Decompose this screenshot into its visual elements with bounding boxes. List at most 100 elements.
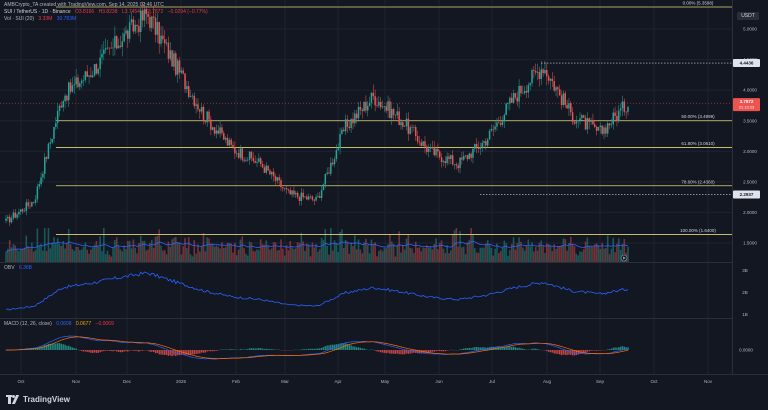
macd-histogram-bar (564, 350, 566, 355)
candle-body (243, 159, 245, 161)
volume-bar (616, 243, 618, 262)
volume-bar (278, 249, 280, 262)
macd-histogram-bar (618, 347, 620, 350)
volume-bar (32, 251, 35, 262)
volume-bar (224, 247, 227, 262)
volume-bar (254, 251, 256, 262)
candle-body (12, 212, 15, 219)
candle-body (592, 120, 594, 125)
macd-histogram-bar (309, 348, 312, 350)
volume-bar (390, 241, 393, 262)
macd-histogram-bar (407, 350, 410, 354)
candle-body (573, 122, 576, 124)
volume-bar (597, 245, 600, 262)
candle-body (217, 130, 220, 134)
volume-bar (7, 248, 9, 262)
candle-body (125, 30, 127, 34)
volume-bar (501, 247, 504, 262)
macd-histogram-bar (162, 350, 164, 355)
volume-bar (610, 248, 613, 262)
macd-histogram-bar (512, 346, 515, 350)
volume-bar (461, 247, 463, 262)
macd-histogram-bar (577, 350, 579, 355)
volume-bar (540, 240, 543, 262)
macd-legend[interactable]: MACD (12, 26, close) 0.0608 0.0677 −0.00… (4, 321, 117, 327)
candle-body (414, 127, 417, 136)
volume-bar (374, 242, 376, 262)
macd-histogram-bar (559, 350, 561, 355)
macd-histogram-bar (245, 349, 247, 350)
volume-bar (521, 247, 524, 262)
candle-body (319, 196, 321, 198)
macd-histogram-bar (191, 350, 194, 355)
ohlc-close: C3.7872 (144, 9, 164, 15)
candle-body (409, 127, 411, 134)
macd-histogram-bar (324, 346, 327, 350)
volume-label[interactable]: Vol · SUI (20) (4, 16, 35, 22)
time-axis-label: Oct (650, 379, 658, 384)
volume-bar (219, 248, 221, 262)
candle-body (86, 71, 88, 77)
volume-bar (557, 246, 559, 262)
volume-bar (195, 253, 197, 262)
candle-body (529, 83, 531, 86)
candle-body (134, 24, 136, 32)
candle-body (175, 53, 177, 75)
candle-body (525, 91, 528, 93)
volume-bar (158, 229, 160, 262)
macd-histogram-bar (167, 350, 170, 356)
macd-histogram-bar (549, 350, 552, 353)
price-axis-tick: 3.5000 (743, 118, 757, 123)
volume-bar (287, 250, 290, 262)
tradingview-brand[interactable]: TradingView (6, 393, 70, 405)
candle-body (376, 105, 378, 106)
volume-legend[interactable]: Vol · SUI (20) 3.33M 30.783M (4, 16, 79, 22)
obv-label[interactable]: OBV (4, 265, 15, 271)
volume-bar (359, 249, 362, 262)
volume-bar (392, 244, 395, 262)
tradingview-logo-icon (6, 394, 20, 404)
symbol-title[interactable]: SUI / TetherUS · 1D · Binance (4, 9, 71, 15)
current-price-tag-bg (733, 98, 760, 112)
volume-bar (84, 242, 87, 262)
volume-bar (568, 242, 570, 262)
macd-histogram-bar (444, 350, 446, 352)
volume-bar (217, 246, 220, 262)
candle-body (23, 211, 26, 212)
volume-bar (58, 243, 61, 262)
volume-bar (34, 249, 37, 262)
candle-body (431, 147, 434, 148)
candle-body (186, 86, 188, 90)
volume-bar (341, 229, 343, 262)
candle-body (354, 113, 356, 124)
candle-body (534, 70, 537, 73)
macd-histogram-bar (88, 350, 90, 353)
volume-bar (291, 247, 293, 262)
obv-legend[interactable]: OBV 6.36B (4, 265, 35, 271)
volume-bar (245, 253, 247, 262)
macd-histogram-bar (116, 350, 118, 352)
candle-body (381, 106, 384, 108)
volume-bar (507, 255, 509, 262)
candle-body (263, 167, 266, 173)
macd-histogram-bar (51, 343, 53, 350)
volume-bar (215, 245, 218, 262)
candle-body (88, 75, 90, 77)
time-axis-label: Oct (17, 379, 25, 384)
macd-histogram-bar (127, 350, 129, 352)
macd-histogram-bar (477, 347, 480, 350)
volume-bar (184, 237, 186, 262)
symbol-legend[interactable]: SUI / TetherUS · 1D · Binance O3.8166 H3… (4, 9, 211, 15)
high-price-label-bg (733, 59, 760, 68)
macd-histogram-bar (215, 350, 218, 351)
candle-body (306, 196, 308, 200)
volume-bar (381, 251, 384, 262)
candle-body (130, 19, 133, 23)
candle-body (215, 130, 218, 134)
candle-body (110, 47, 112, 49)
volume-bar (171, 239, 173, 262)
currency-selector[interactable]: USDT (737, 12, 759, 20)
macd-label[interactable]: MACD (12, 26, close) (4, 321, 52, 327)
volume-bar (414, 241, 417, 262)
